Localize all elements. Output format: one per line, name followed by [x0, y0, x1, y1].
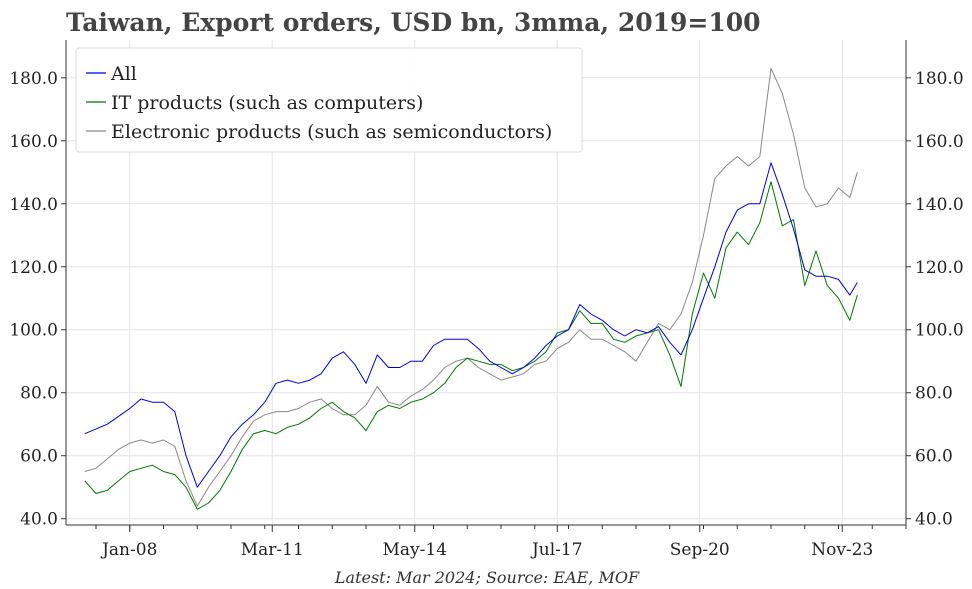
legend-box — [75, 47, 583, 153]
source-note: Latest: Mar 2024; Source: EAE, MOF — [334, 568, 640, 587]
series-line-electronic-products — [84, 67, 858, 507]
x-tick-label: Jan-08 — [100, 540, 157, 560]
legend-label-electronic-products: Electronic products (such as semiconduct… — [111, 121, 552, 143]
chart-title: Taiwan, Export orders, USD bn, 3mma, 201… — [66, 8, 761, 37]
y-tick-label-left: 180.0 — [9, 69, 58, 89]
legend-label-it-products: IT products (such as computers) — [111, 92, 423, 114]
x-tick-label: Nov-23 — [811, 540, 873, 560]
chart-legend: All IT products (such as computers) Elec… — [75, 47, 583, 153]
y-tick-label-right: 40.0 — [915, 510, 953, 530]
y-tick-label-left: 140.0 — [9, 195, 58, 215]
series-line-it-products — [84, 181, 858, 510]
y-tick-label-right: 140.0 — [915, 195, 964, 215]
y-tick-label-left: 120.0 — [9, 258, 58, 278]
y-tick-label-left: 40.0 — [20, 510, 58, 530]
y-tick-label-left: 100.0 — [9, 321, 58, 341]
y-tick-label-right: 80.0 — [915, 384, 953, 404]
x-tick-label: Sep-20 — [670, 540, 730, 560]
x-tick-label: Jul-17 — [530, 540, 583, 560]
legend-label-all: All — [110, 63, 137, 85]
y-tick-label-right: 100.0 — [915, 321, 964, 341]
series-line-all — [84, 162, 858, 488]
y-tick-label-right: 60.0 — [915, 447, 953, 467]
y-tick-label-left: 60.0 — [20, 447, 58, 467]
data-series — [84, 67, 858, 510]
x-tick-label: Mar-11 — [241, 540, 304, 560]
y-tick-label-right: 160.0 — [915, 132, 964, 152]
y-tick-label-right: 120.0 — [915, 258, 964, 278]
y-tick-label-left: 160.0 — [9, 132, 58, 152]
axes: 40.0 40.0 60.0 60.0 80.0 80.0 100.0 100.0 120.0 1… — [9, 40, 964, 560]
y-tick-label-right: 180.0 — [915, 69, 964, 89]
y-tick-label-left: 80.0 — [20, 384, 58, 404]
x-tick-label: May-14 — [382, 540, 447, 560]
